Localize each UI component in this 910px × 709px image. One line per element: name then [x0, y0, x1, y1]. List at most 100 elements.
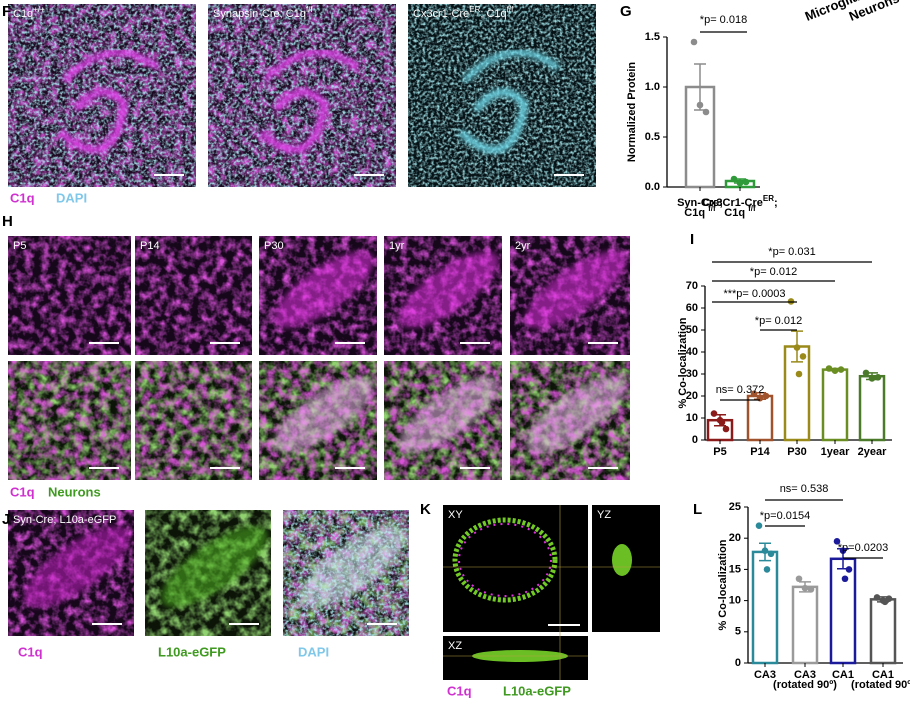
- view-label: XZ: [448, 640, 462, 652]
- y-tick-label: 5: [735, 626, 741, 638]
- image-label: P30: [264, 240, 284, 252]
- data-point: [702, 108, 710, 116]
- data-point: [736, 179, 744, 187]
- hippocampus: [262, 49, 361, 83]
- data-point: [767, 550, 775, 558]
- cell-layer: [399, 251, 499, 328]
- data-point: [801, 584, 809, 592]
- x-tick-label-part: ;: [774, 197, 778, 209]
- cell-layer: [161, 526, 268, 608]
- significance-label: ns= 0.372: [716, 384, 765, 396]
- image-label: Synapsin-Cre; C1qf/f: [213, 5, 313, 20]
- data-point: [825, 365, 833, 372]
- data-point: [833, 538, 841, 545]
- image-label: 2yr: [515, 240, 531, 252]
- data-point: [873, 594, 881, 601]
- panel-label: I: [690, 231, 694, 248]
- x-tick-label: C1q f/f: [724, 204, 756, 219]
- legend-item: L10a-eGFP: [158, 644, 226, 659]
- y-tick-label: 20: [729, 532, 741, 544]
- significance-label: *p= 0.012: [750, 266, 797, 278]
- y-tick-label: 10: [686, 412, 698, 424]
- y-tick-label: 1.0: [645, 81, 660, 93]
- x-tick-label: C1q f/f: [684, 204, 716, 219]
- x-tick-label-sup: f/f: [708, 204, 716, 213]
- bar: [821, 368, 849, 442]
- data-point: [793, 344, 801, 351]
- x-tick-label: Syn-Cre;: [677, 197, 723, 209]
- x-tick-label-part: C1q: [724, 207, 748, 219]
- y-tick-label: 1.5: [645, 31, 660, 43]
- y-tick-label: 0.5: [645, 131, 660, 143]
- significance-label: *p= 0.031: [768, 246, 815, 258]
- data-point: [718, 419, 726, 426]
- data-point: [881, 598, 889, 606]
- hippocampus: [258, 88, 329, 154]
- bar: [829, 557, 857, 665]
- data-point: [750, 390, 758, 398]
- image-label-part: Cx3cr1-Cre: [413, 8, 469, 20]
- cell-layer: [525, 250, 627, 329]
- image-label-part: C1q: [13, 8, 33, 20]
- image-signal: [8, 236, 131, 355]
- cell-layer: [274, 251, 374, 328]
- y-tick-label: 0: [735, 657, 741, 669]
- significance-label: *p=0.0203: [838, 542, 888, 554]
- y-axis-label: Normalized Protein: [626, 62, 638, 163]
- y-tick-label: 20: [686, 390, 698, 402]
- x-tick-label: 1year: [821, 446, 850, 458]
- image: [8, 236, 131, 355]
- image: [384, 236, 502, 355]
- legend-dapi: DAPI: [56, 190, 87, 205]
- data-point: [839, 547, 847, 554]
- image: [208, 4, 396, 187]
- cell-ring: [452, 517, 558, 603]
- data-point: [837, 366, 845, 373]
- data-point: [755, 522, 763, 530]
- x-tick-label: P5: [713, 446, 726, 458]
- data-point: [795, 575, 803, 583]
- image-label-sup: ER: [469, 5, 480, 14]
- image: [8, 4, 196, 187]
- image: [145, 510, 271, 636]
- data-point: [795, 370, 803, 378]
- image: [408, 4, 596, 187]
- image: [510, 361, 630, 480]
- image: [259, 361, 377, 480]
- x-tick-label: P30: [787, 446, 807, 458]
- image-label: C1q+/+: [13, 5, 45, 20]
- data-point: [868, 375, 876, 382]
- image: [510, 236, 630, 355]
- hippocampus: [62, 49, 161, 83]
- x-tick-label-part: Cx3Cr1-Cre: [702, 197, 763, 209]
- image-label: Cx3cr1-CreER; C1qf/f: [413, 5, 514, 20]
- legend-c1q: C1q: [10, 484, 35, 499]
- x-tick-label: CA1: [832, 669, 854, 681]
- data-point: [845, 566, 853, 573]
- data-point: [874, 374, 882, 381]
- y-axis-label: % Co-localization: [677, 317, 689, 408]
- x-tick-label-sup: ER: [763, 194, 774, 203]
- significance-label: *p= 0.018: [700, 14, 747, 26]
- y-tick-label: 10: [729, 595, 741, 607]
- cell-layer: [399, 376, 499, 453]
- y-tick-label: 30: [686, 368, 698, 380]
- image-label-sup: +/+: [33, 5, 45, 14]
- data-point: [690, 38, 698, 46]
- y-tick-label: 50: [686, 324, 698, 336]
- cell-layer: [24, 526, 131, 608]
- image-signal: [8, 361, 131, 480]
- cell-layer: [274, 376, 374, 453]
- image: [384, 361, 502, 480]
- y-tick-label: 70: [686, 280, 698, 292]
- image: [259, 236, 377, 355]
- legend-neurons: Neurons: [48, 484, 101, 499]
- image-label: 1yr: [389, 240, 405, 252]
- panel-label: H: [2, 213, 13, 230]
- image: [283, 510, 409, 636]
- cell-layer: [525, 375, 627, 454]
- x-tick-label: CA3: [794, 669, 816, 681]
- image-label: P5: [13, 240, 26, 252]
- y-axis-label: % Co-localization: [717, 539, 729, 630]
- panel-label: G: [620, 3, 632, 20]
